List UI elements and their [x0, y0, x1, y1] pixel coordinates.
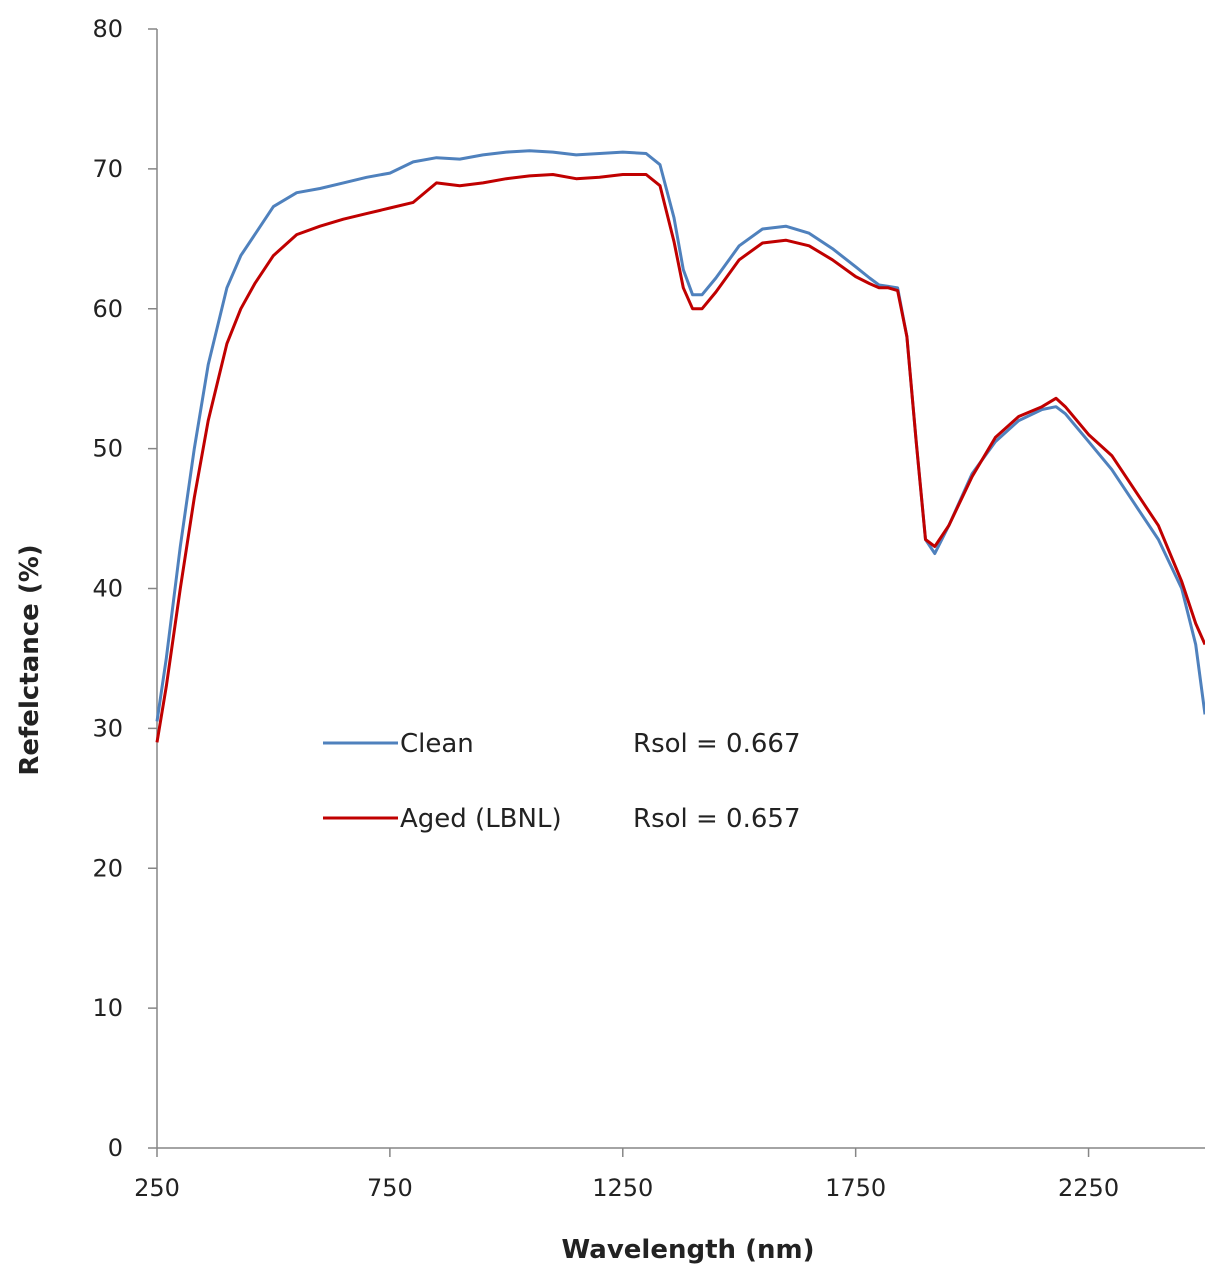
y-tick-label: 60 — [92, 295, 123, 323]
y-tick-label: 20 — [92, 854, 123, 882]
x-tick-label: 1250 — [592, 1174, 653, 1202]
rsol-annotation-0: Rsol = 0.667 — [633, 729, 801, 759]
series-line-1 — [155, 173, 1205, 743]
x-tick-label: 2250 — [1058, 1174, 1119, 1202]
y-tick-label: 0 — [108, 1134, 123, 1162]
x-tick-label: 750 — [367, 1174, 413, 1202]
y-tick-label: 10 — [92, 994, 123, 1022]
y-axis-title: Refelctance (%) — [15, 544, 45, 775]
x-tick-label: 1750 — [825, 1174, 886, 1202]
legend-label-0: Clean — [400, 729, 474, 759]
y-tick-label: 40 — [92, 575, 123, 603]
series-line-0 — [155, 149, 1205, 722]
y-tick-label: 70 — [92, 155, 123, 183]
series-layer — [155, 149, 1205, 743]
x-axis-title: Wavelength (nm) — [562, 1235, 815, 1264]
y-tick-label: 80 — [92, 15, 123, 43]
legend: Clean Rsol = 0.667 Aged (LBNL) Rsol = 0.657 — [323, 729, 801, 834]
axes-layer: 0 10 20 30 40 50 60 70 80 250 750 1250 1750 2250 — [92, 15, 1205, 1202]
y-tick-label: 50 — [92, 435, 123, 463]
x-tick-label: 250 — [134, 1174, 180, 1202]
legend-label-1: Aged (LBNL) — [400, 804, 562, 834]
y-tick-label: 30 — [92, 714, 123, 742]
rsol-annotation-1: Rsol = 0.657 — [633, 804, 801, 834]
